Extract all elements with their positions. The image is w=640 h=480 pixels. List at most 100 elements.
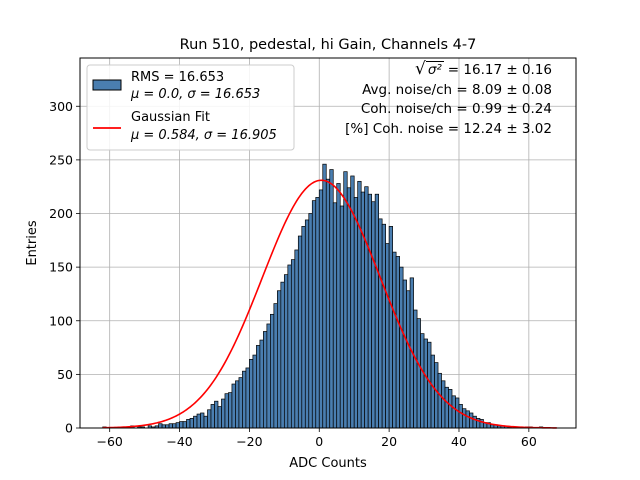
histogram-bar xyxy=(378,218,383,429)
histogram-bar xyxy=(304,219,310,429)
histogram-bar xyxy=(451,395,456,429)
histogram-bar xyxy=(353,197,359,429)
x-tick-label: −20 xyxy=(236,434,262,449)
histogram-bar xyxy=(402,279,407,429)
histogram-bar xyxy=(469,412,474,429)
histogram-bar xyxy=(221,398,226,429)
histogram-bar xyxy=(441,380,446,429)
y-tick-label: 50 xyxy=(57,367,73,382)
y-tick-label: 200 xyxy=(49,206,73,221)
histogram-bar xyxy=(242,370,247,429)
x-tick-label: 60 xyxy=(521,434,537,449)
histogram-bar xyxy=(392,251,397,429)
histogram-bar xyxy=(346,187,352,429)
histogram-bar xyxy=(158,423,163,429)
histogram-bar xyxy=(315,197,320,429)
histogram-bar xyxy=(364,186,369,429)
histogram-bar xyxy=(322,163,327,429)
histogram-bar xyxy=(231,383,236,429)
histogram-bar xyxy=(416,318,421,429)
histogram-bar xyxy=(336,183,341,429)
histogram-bar xyxy=(395,256,400,429)
plot-frame xyxy=(79,57,577,429)
histogram-bar xyxy=(179,421,184,429)
legend-fit-stats: μ = 0.584, σ = 16.905 xyxy=(130,128,277,143)
histogram-bar xyxy=(224,393,229,429)
histogram-bar xyxy=(325,178,331,429)
sqrt-sigma-symbol: √ σ² xyxy=(414,59,444,79)
x-axis-ticks: −60 −40 −20 0 20 40 60 xyxy=(96,428,537,449)
histogram-bar xyxy=(252,354,257,429)
histogram-bar xyxy=(357,180,362,429)
y-tick-label: 250 xyxy=(49,152,73,167)
histogram-bar xyxy=(256,345,261,429)
histogram-bar xyxy=(301,226,306,429)
histogram-bar xyxy=(175,422,180,429)
coh-noise-line: Coh. noise/ch = 0.99 ± 0.24 xyxy=(360,101,552,118)
x-axis-label: ADC Counts xyxy=(289,456,367,471)
histogram-bar xyxy=(448,389,453,429)
histogram-bar xyxy=(290,259,296,429)
y-tick-label: 150 xyxy=(49,260,73,275)
y-tick-label: 100 xyxy=(49,313,73,328)
histogram-bar xyxy=(189,417,194,429)
histogram-bar xyxy=(406,290,411,429)
x-tick-label: 0 xyxy=(315,434,323,449)
histogram-bar xyxy=(235,380,240,429)
histogram-bar xyxy=(332,202,338,429)
histogram-bar xyxy=(203,415,208,429)
histogram-bar xyxy=(318,189,324,429)
y-axis-ticks: 0 50 100 150 200 250 300 xyxy=(49,99,80,436)
histogram-bar xyxy=(228,392,233,429)
histogram-bar xyxy=(238,377,243,429)
histogram-bar xyxy=(263,331,268,429)
histogram-bar xyxy=(385,243,390,429)
total-noise-line: √ σ² = 16.17 ± 0.16 xyxy=(345,59,552,81)
histogram-bar xyxy=(420,333,425,429)
histogram-bar xyxy=(280,281,285,429)
legend-histogram-swatch xyxy=(92,79,122,91)
histogram-bar xyxy=(217,406,222,429)
histogram-bar xyxy=(273,303,278,429)
histogram-bar xyxy=(210,404,215,429)
legend-fit-label: Gaussian Fit xyxy=(131,110,210,125)
avg-noise-line: Avg. noise/ch = 8.09 ± 0.08 xyxy=(362,81,552,98)
histogram-bar xyxy=(399,266,404,429)
histogram-bar xyxy=(283,274,289,429)
histogram-bar xyxy=(423,338,428,429)
histogram-bar xyxy=(294,249,299,429)
histogram-bar xyxy=(196,413,201,429)
histogram-bar xyxy=(172,423,177,429)
histogram-bar xyxy=(462,408,467,429)
histogram-bar xyxy=(437,372,442,429)
histogram-bar xyxy=(413,309,418,429)
histogram-bar xyxy=(371,201,376,429)
histogram-bar xyxy=(182,421,187,429)
x-tick-label: −40 xyxy=(166,434,192,449)
legend: RMS = 16.653 μ = 0.0, σ = 16.653 Gaussia… xyxy=(86,64,295,151)
histogram-bar xyxy=(277,290,282,429)
total-noise-value: = 16.17 ± 0.16 xyxy=(447,62,552,78)
histogram-bar xyxy=(266,323,271,429)
histogram-bar xyxy=(207,409,212,429)
histogram-bar xyxy=(249,359,254,429)
histogram-bar xyxy=(374,193,379,429)
histogram-bar xyxy=(339,205,345,429)
histogram-bar xyxy=(465,410,470,429)
histogram-bar xyxy=(259,339,264,429)
histogram-bar xyxy=(434,362,439,429)
histogram-bar xyxy=(200,412,205,429)
histogram-bar xyxy=(367,193,373,429)
gaussian-fit-curve xyxy=(102,179,557,429)
y-axis-label: Entries xyxy=(25,220,40,266)
histogram-bar xyxy=(455,397,460,429)
histogram-bar xyxy=(193,415,198,429)
histogram-bar xyxy=(270,313,275,429)
histogram-bar xyxy=(343,171,348,429)
legend-box xyxy=(86,64,295,151)
histogram-bar xyxy=(381,223,386,429)
y-tick-label: 0 xyxy=(65,421,73,436)
histogram-bar xyxy=(186,419,191,429)
histogram-bar xyxy=(311,200,317,429)
